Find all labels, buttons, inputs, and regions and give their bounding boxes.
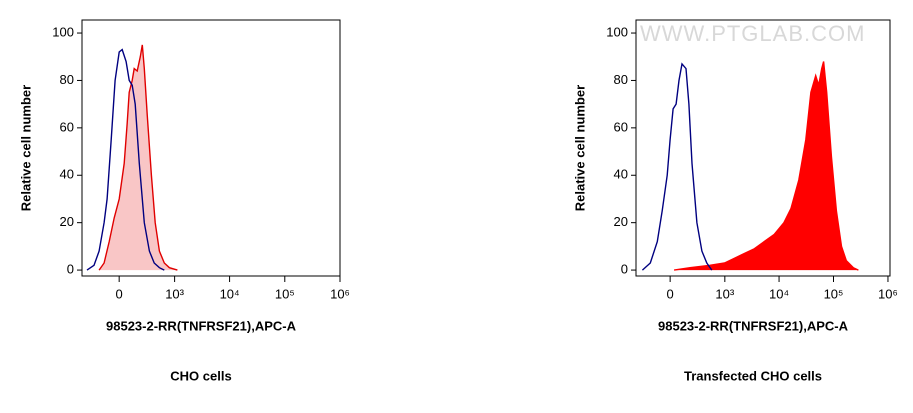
caption: Transfected CHO cells bbox=[684, 368, 822, 383]
x-tick-label: 10⁵ bbox=[275, 286, 295, 301]
x-tick-label: 10³ bbox=[165, 286, 184, 301]
histogram-line bbox=[98, 44, 178, 271]
histogram-fill bbox=[674, 61, 859, 271]
plot-area bbox=[641, 61, 859, 271]
y-tick-label: 20 bbox=[614, 214, 628, 229]
histogram-line bbox=[86, 48, 165, 271]
panel: 0 20 40 60 80 100 0 10³ 10⁴ 10⁵ 10⁶ 98523-2-RR(TNFR… bbox=[18, 19, 350, 383]
x-tick-label: 10⁶ bbox=[878, 286, 898, 301]
x-axis-title: 98523-2-RR(TNFRSF21),APC-A bbox=[658, 318, 849, 333]
y-tick-label: 80 bbox=[614, 72, 628, 87]
x-tick-label: 0 bbox=[116, 286, 123, 301]
y-tick-label: 100 bbox=[52, 24, 74, 39]
y-tick-label: 40 bbox=[614, 167, 628, 182]
y-axis-title: Relative cell number bbox=[18, 85, 33, 211]
watermark: WWW.PTGLAB.COM bbox=[640, 21, 865, 46]
y-tick-label: 0 bbox=[67, 262, 74, 277]
x-tick-label: 0 bbox=[667, 286, 674, 301]
x-tick-label: 10⁴ bbox=[220, 286, 240, 301]
x-tick-label: 10⁵ bbox=[824, 286, 844, 301]
x-tick-label: 10³ bbox=[715, 286, 734, 301]
y-tick-label: 60 bbox=[614, 119, 628, 134]
plot-frame bbox=[81, 19, 341, 277]
caption: CHO cells bbox=[170, 368, 231, 383]
plot-frame bbox=[635, 19, 891, 277]
x-axis-title: 98523-2-RR(TNFRSF21),APC-A bbox=[106, 318, 297, 333]
x-tick-label: 10⁴ bbox=[769, 286, 789, 301]
y-tick-label: 60 bbox=[60, 119, 74, 134]
y-tick-label: 80 bbox=[60, 72, 74, 87]
y-axis-title: Relative cell number bbox=[572, 85, 587, 211]
y-tick-label: 20 bbox=[60, 214, 74, 229]
histogram-line bbox=[673, 61, 859, 271]
x-tick-label: 10⁶ bbox=[330, 286, 350, 301]
y-tick-label: 100 bbox=[606, 24, 628, 39]
y-tick-label: 0 bbox=[621, 262, 628, 277]
histogram-line bbox=[641, 62, 713, 271]
panel: WWW.PTGLAB.COM 0 20 40 60 80 100 0 10³ 10⁴ 10⁵ 10⁶ 9… bbox=[572, 19, 898, 383]
y-tick-label: 40 bbox=[60, 167, 74, 182]
plot-area bbox=[86, 44, 178, 271]
